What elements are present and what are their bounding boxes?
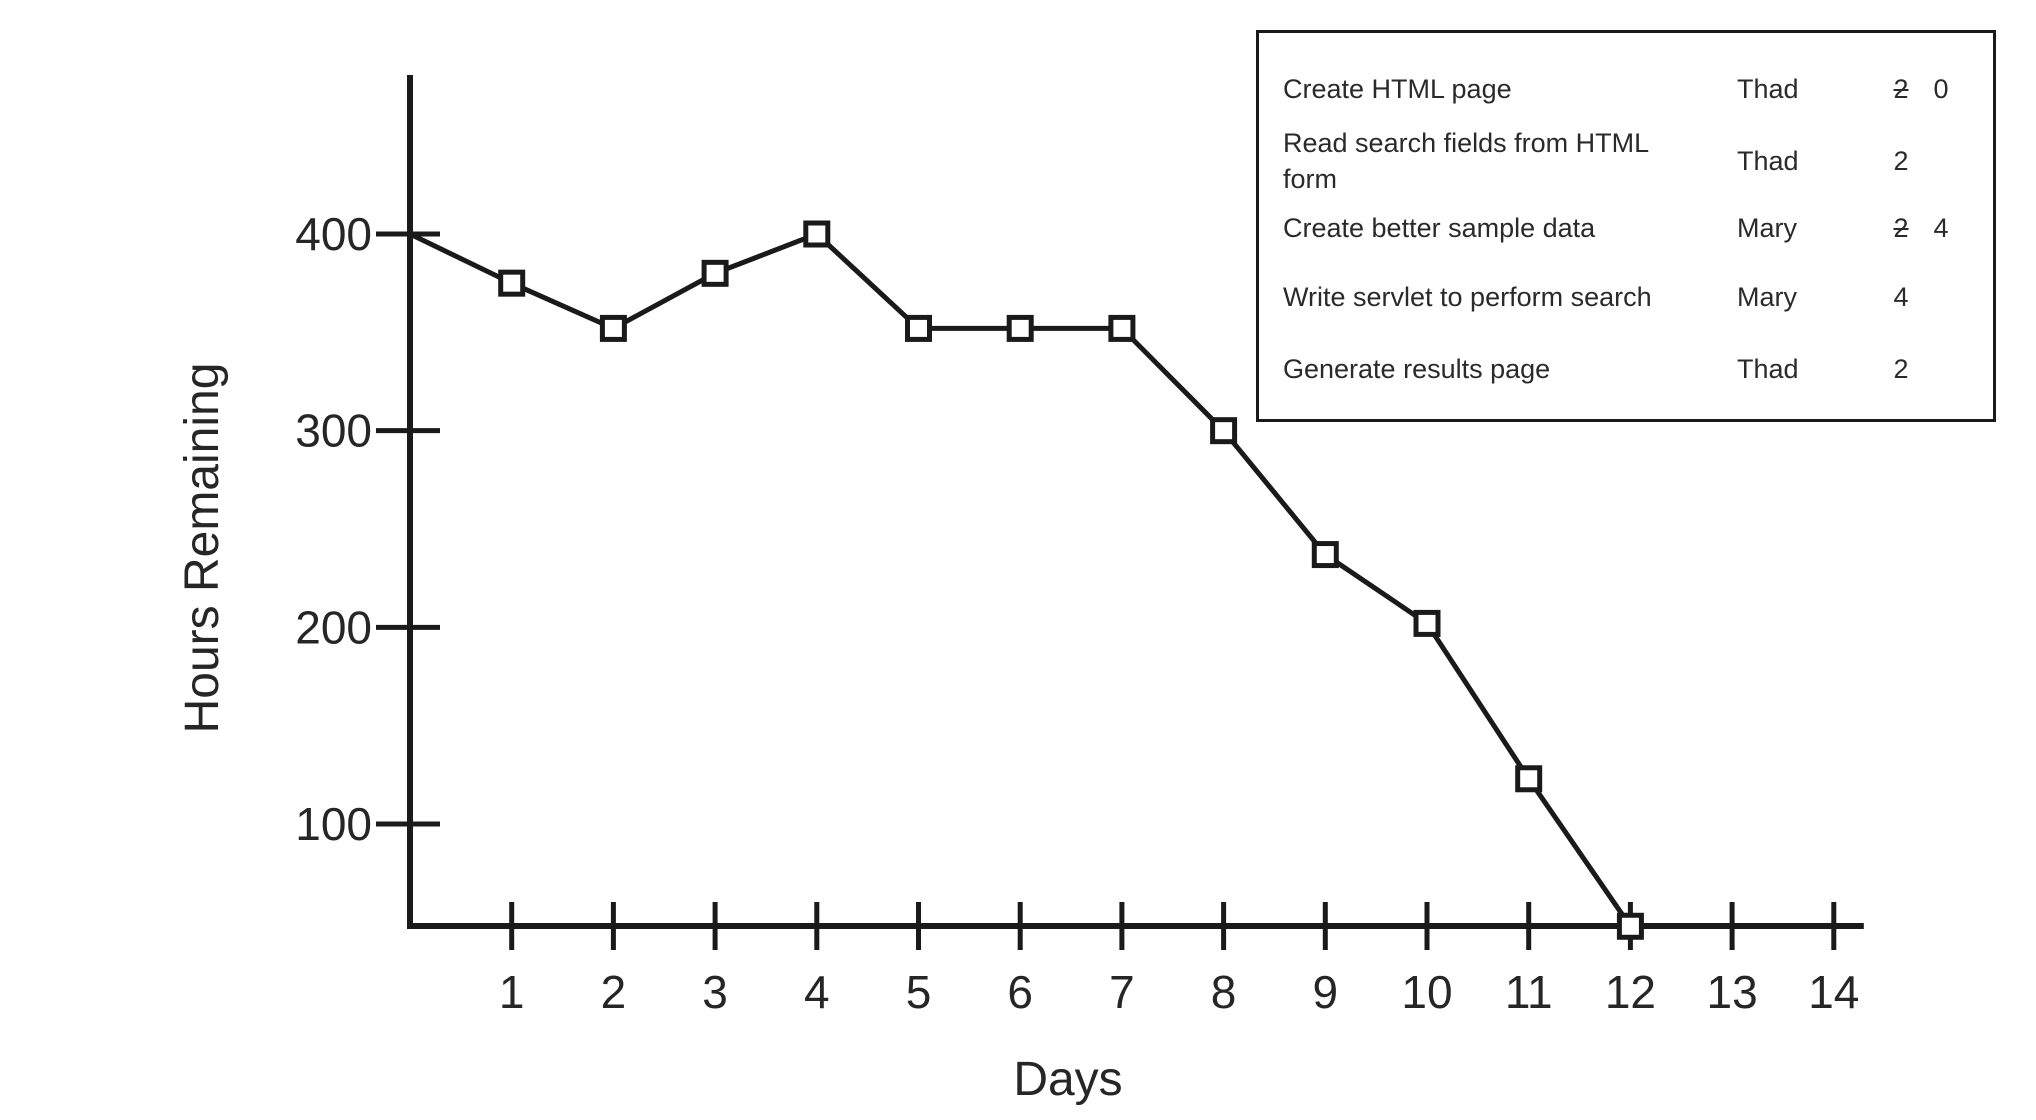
data-point-day-8: [1210, 417, 1238, 445]
x-axis-title: Days: [1013, 1053, 1122, 1106]
y-tick-label-100: 100: [295, 798, 372, 850]
task-estimate-struck: 2: [1893, 213, 1909, 243]
task-owner: Mary: [1737, 282, 1797, 312]
y-tick-label-300: 300: [295, 405, 372, 457]
x-tick-label-1: 1: [499, 966, 525, 1018]
task-estimate-revised: 0: [1933, 74, 1949, 104]
x-tick-label-3: 3: [702, 966, 728, 1018]
data-point-day-6: [1006, 314, 1034, 342]
x-tick-label-9: 9: [1313, 966, 1339, 1018]
data-point-day-4: [803, 220, 831, 248]
data-point-day-1: [498, 269, 526, 297]
data-point-day-7: [1108, 314, 1136, 342]
y-tick-label-200: 200: [295, 601, 372, 653]
x-tick-label-11: 11: [1505, 966, 1553, 1018]
task-estimate: 4: [1893, 282, 1909, 312]
task-estimate-table: Create HTML page Thad 2 0 Read search fields…: [1256, 30, 1996, 422]
task-estimate-struck: 2: [1893, 74, 1909, 104]
x-tick-label-14: 14: [1808, 966, 1859, 1018]
series-marker-layer: [498, 220, 1644, 940]
task-owner: Thad: [1737, 74, 1799, 104]
x-tick-label-2: 2: [601, 966, 627, 1018]
x-tick-label-4: 4: [804, 966, 830, 1018]
task-estimate-revised: 4: [1933, 213, 1949, 243]
y-axis-title: Hours Remaining: [176, 363, 229, 734]
task-estimate: 2: [1893, 354, 1909, 384]
data-point-day-2: [599, 314, 627, 342]
task-owner: Thad: [1737, 146, 1799, 176]
task-estimate: 2: [1893, 146, 1909, 176]
x-tick-label-12: 12: [1605, 966, 1656, 1018]
task-name: Write servlet to perform search: [1283, 282, 1652, 312]
data-point-day-9: [1311, 541, 1339, 569]
x-tick-label-6: 6: [1007, 966, 1033, 1018]
task-owner: Mary: [1737, 213, 1797, 243]
data-point-day-12: [1616, 912, 1644, 940]
x-tick-label-13: 13: [1707, 966, 1758, 1018]
data-point-day-10: [1413, 609, 1441, 637]
task-owner: Thad: [1737, 354, 1799, 384]
data-point-day-5: [905, 314, 932, 342]
task-name: Create better sample data: [1283, 213, 1596, 243]
x-tick-label-7: 7: [1109, 966, 1135, 1018]
x-tick-label-5: 5: [906, 966, 932, 1018]
data-point-day-3: [701, 259, 729, 287]
y-tick-label-400: 400: [295, 208, 372, 260]
task-name: Generate results page: [1283, 354, 1551, 384]
x-tick-label-8: 8: [1211, 966, 1237, 1018]
data-point-day-11: [1515, 765, 1543, 793]
x-tick-label-10: 10: [1401, 966, 1452, 1018]
task-name: Create HTML page: [1283, 74, 1512, 104]
task-name: Read search fields from HTML form: [1283, 128, 1649, 194]
